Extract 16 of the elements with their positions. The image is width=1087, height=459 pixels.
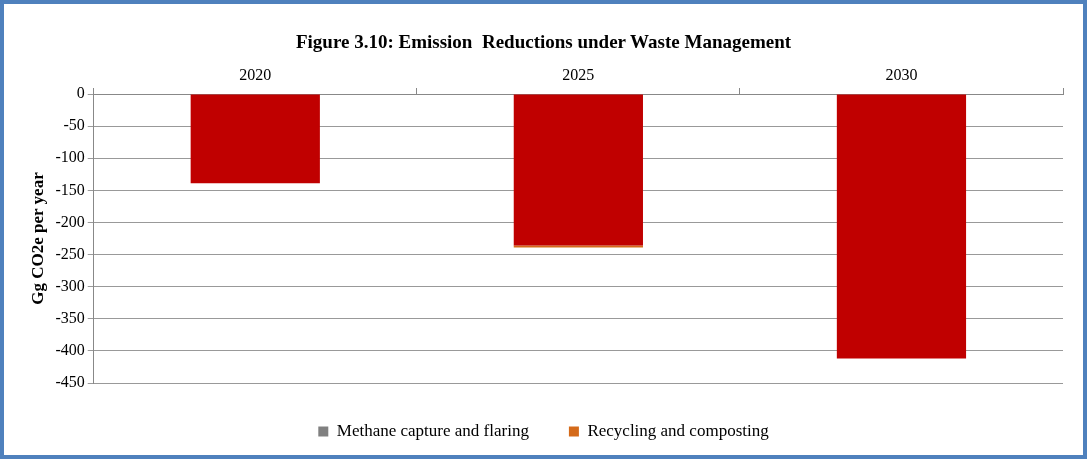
chart-title: Figure 3.10: Emission Reductions under Waste Management [295,31,792,53]
y-tick-label: -450 [55,373,85,391]
y-tick-label: -400 [55,341,85,359]
legend-label: Methane capture and flaring [336,420,530,440]
y-tick-label: -50 [63,116,85,134]
y-tick-label: -350 [55,308,85,326]
x-tick-label: 2020 [239,65,272,83]
y-tick-label: -300 [55,276,85,294]
y-tick-label: -150 [55,180,85,198]
y-axis-title: Gg CO2e per year [27,171,47,305]
y-tick-label: -200 [55,212,85,230]
y-tick-label: 0 [76,84,85,102]
y-tick-label: -250 [55,244,85,262]
x-tick-label: 2025 [562,65,595,83]
x-tick-label: 2030 [885,65,918,83]
y-tick-label: -100 [55,148,85,166]
